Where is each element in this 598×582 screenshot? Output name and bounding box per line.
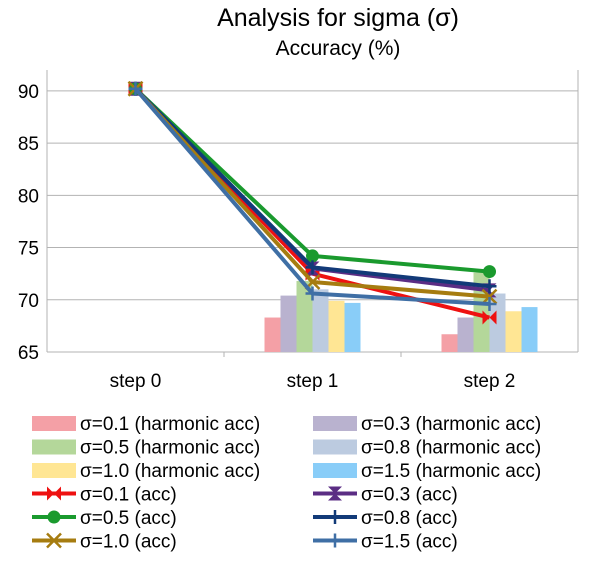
marker-point bbox=[305, 260, 320, 275]
bar bbox=[489, 293, 506, 352]
marker-point bbox=[482, 310, 497, 325]
series-line bbox=[134, 87, 490, 274]
legend-label: σ=0.1 (harmonic acc) bbox=[80, 414, 260, 435]
bar bbox=[344, 302, 361, 352]
series-lines bbox=[127, 80, 498, 325]
bar bbox=[328, 300, 345, 352]
legend-swatch bbox=[313, 463, 357, 478]
legend-label: σ=0.3 (harmonic acc) bbox=[361, 414, 541, 435]
legend-item: σ=0.8 (harmonic acc) bbox=[313, 438, 541, 459]
legend-swatch bbox=[313, 439, 357, 455]
bars bbox=[264, 272, 538, 352]
legend-label: σ=0.3 (acc) bbox=[361, 485, 458, 506]
legend-swatch bbox=[32, 463, 76, 478]
bar bbox=[457, 317, 474, 352]
x-tick-label: step 2 bbox=[464, 371, 516, 392]
legend-label: σ=1.0 (harmonic acc) bbox=[80, 461, 260, 482]
x-tick-label: step 1 bbox=[287, 371, 339, 392]
marker-point bbox=[328, 510, 342, 524]
legend-label: σ=0.5 (harmonic acc) bbox=[80, 438, 260, 459]
legend-swatch bbox=[313, 416, 357, 431]
legend-label: σ=0.8 (harmonic acc) bbox=[361, 438, 541, 459]
marker-point bbox=[482, 279, 497, 294]
chart-subtitle: Accuracy (%) bbox=[276, 37, 401, 60]
legend-label: σ=1.0 (acc) bbox=[80, 532, 177, 553]
y-tick-label: 90 bbox=[18, 82, 39, 103]
bar bbox=[505, 311, 522, 352]
legend-item: σ=0.8 (acc) bbox=[313, 508, 458, 529]
y-tick-label: 85 bbox=[18, 134, 39, 155]
axes: 65 70 75 80 85 90 step 0 step 1 step 2 bbox=[18, 70, 579, 392]
bar bbox=[312, 289, 329, 352]
legend-item: σ=1.5 (harmonic acc) bbox=[313, 461, 541, 482]
bar bbox=[296, 280, 313, 352]
marker-point bbox=[328, 486, 342, 501]
legend-item: σ=0.1 (acc) bbox=[32, 485, 177, 506]
x-tick-label: step 0 bbox=[110, 371, 162, 392]
legend-item: σ=0.5 (harmonic acc) bbox=[32, 438, 260, 459]
legend-item: σ=0.3 (harmonic acc) bbox=[313, 414, 541, 435]
bar bbox=[441, 334, 458, 352]
bar bbox=[521, 307, 538, 352]
marker-point bbox=[328, 533, 342, 548]
y-tick-label: 65 bbox=[18, 343, 39, 364]
marker-point bbox=[128, 81, 143, 96]
marker-point bbox=[47, 486, 61, 501]
legend-label: σ=0.1 (acc) bbox=[80, 485, 177, 506]
marker-point bbox=[46, 532, 62, 549]
legend-label: σ=0.8 (acc) bbox=[361, 508, 458, 529]
marker-point bbox=[306, 249, 319, 263]
legend-item: σ=0.1 (harmonic acc) bbox=[32, 414, 260, 435]
bar bbox=[264, 317, 281, 352]
legend: σ=0.1 (harmonic acc) σ=0.3 (harmonic acc)… bbox=[32, 414, 541, 553]
bar bbox=[280, 295, 297, 352]
legend-label: σ=0.5 (acc) bbox=[80, 508, 177, 529]
legend-item: σ=0.5 (acc) bbox=[32, 508, 177, 529]
legend-swatch bbox=[32, 416, 76, 431]
marker-point bbox=[482, 296, 497, 311]
chart-title: Analysis for sigma (σ) bbox=[217, 4, 459, 32]
legend-swatch bbox=[32, 439, 76, 455]
legend-item: σ=1.0 (harmonic acc) bbox=[32, 461, 260, 482]
legend-item: σ=1.5 (acc) bbox=[313, 532, 458, 553]
legend-item: σ=0.3 (acc) bbox=[313, 485, 458, 506]
legend-label: σ=1.5 (harmonic acc) bbox=[361, 461, 541, 482]
legend-label: σ=1.5 (acc) bbox=[361, 532, 458, 553]
marker-point bbox=[483, 265, 496, 279]
y-tick-label: 75 bbox=[18, 239, 39, 260]
marker-point bbox=[47, 510, 61, 524]
y-tick-label: 70 bbox=[18, 291, 39, 312]
marker-point bbox=[481, 288, 498, 305]
legend-item: σ=1.0 (acc) bbox=[32, 532, 177, 553]
y-tick-label: 80 bbox=[18, 186, 39, 207]
marker-point bbox=[305, 286, 320, 301]
